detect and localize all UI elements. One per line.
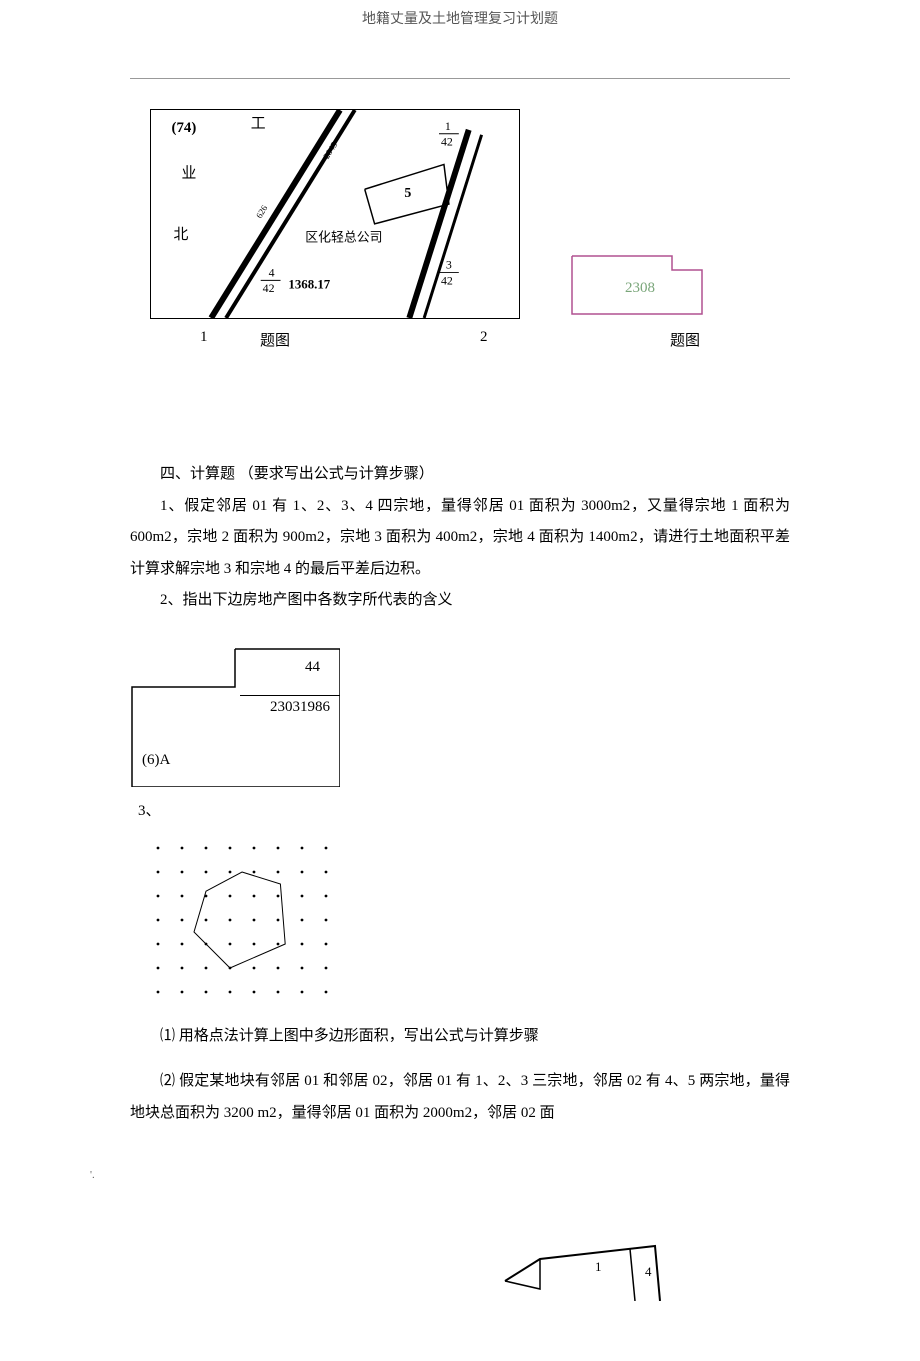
svg-text:1: 1 bbox=[595, 1259, 602, 1274]
fig2-caption-num: 2 bbox=[480, 329, 488, 346]
grid-polygon-figure bbox=[154, 844, 790, 1001]
diagram-fraction-line bbox=[240, 695, 340, 696]
svg-text:4: 4 bbox=[269, 265, 275, 279]
grid-svg bbox=[154, 844, 330, 996]
bottom-partial-svg: 1 4 bbox=[500, 1241, 720, 1301]
svg-text:626: 626 bbox=[254, 203, 270, 220]
question-3-sub1: ⑴ 用格点法计算上图中多边形面积，写出公式与计算步骤 bbox=[130, 1021, 790, 1053]
figures-row: 5 (74) 工 业 北 区化轻总公司 1 42 3 42 4 42 1368.… bbox=[130, 109, 790, 369]
fig1-caption-text: 题图 bbox=[260, 329, 290, 350]
section-4-heading: 四、计算题 （要求写出公式与计算步骤） bbox=[130, 459, 790, 491]
fig1-company: 区化轻总公司 bbox=[305, 231, 382, 245]
fig2-label: 2308 bbox=[625, 280, 655, 296]
fig1-caption-num: 1 bbox=[200, 329, 208, 346]
question-2: 2、指出下边房地产图中各数字所代表的含义 bbox=[130, 585, 790, 617]
figure-1-cadastral-map: 5 (74) 工 业 北 区化轻总公司 1 42 3 42 4 42 1368.… bbox=[150, 109, 520, 319]
figure-1-svg: 5 (74) 工 业 北 区化轻总公司 1 42 3 42 4 42 1368.… bbox=[151, 110, 519, 318]
svg-text:3: 3 bbox=[446, 257, 452, 271]
diagram-label-44: 44 bbox=[305, 659, 320, 676]
property-diagram: 44 23031986 (6)A bbox=[130, 647, 340, 787]
question-3-label: 3、 bbox=[138, 799, 790, 820]
horizontal-rule bbox=[130, 78, 790, 79]
bottom-partial-figure: 1 4 bbox=[130, 1241, 790, 1301]
diagram-label-23031986: 23031986 bbox=[270, 699, 330, 716]
fig1-label-ye: 业 bbox=[181, 164, 196, 181]
figure-2-parcel-shape: 2308 bbox=[570, 254, 710, 319]
fig1-block5: 5 bbox=[404, 185, 411, 200]
fig1-label-bei: 北 bbox=[174, 226, 189, 243]
svg-text:42: 42 bbox=[263, 281, 275, 295]
page-header-title: 地籍丈量及土地管理复习计划题 bbox=[130, 0, 790, 78]
figure-2-svg: 2308 bbox=[570, 254, 710, 319]
diagram-label-6a: (6)A bbox=[142, 752, 170, 769]
svg-text:4: 4 bbox=[645, 1264, 652, 1279]
fig1-label-74: (74) bbox=[172, 120, 197, 136]
question-1: 1、假定邻居 01 有 1、2、3、4 四宗地，量得邻居 01 面积为 3000… bbox=[130, 491, 790, 586]
footer-mark: '. bbox=[90, 1169, 790, 1181]
fig2-caption-text: 题图 bbox=[670, 329, 700, 350]
question-3-sub2: ⑵ 假定某地块有邻居 01 和邻居 02，邻居 01 有 1、2、3 三宗地，邻… bbox=[130, 1066, 790, 1129]
svg-text:42: 42 bbox=[441, 135, 453, 149]
svg-text:1: 1 bbox=[445, 119, 451, 133]
svg-text:42: 42 bbox=[441, 273, 453, 287]
fig1-label-gong: 工 bbox=[251, 116, 266, 132]
fig1-area: 1368.17 bbox=[288, 277, 330, 291]
